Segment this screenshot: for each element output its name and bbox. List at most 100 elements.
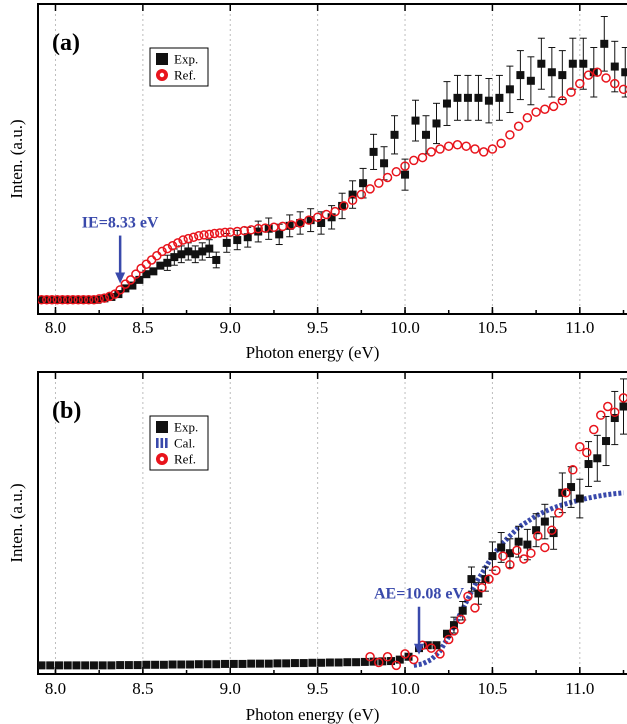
- data-point-exp: [514, 537, 523, 546]
- data-point-ref: [435, 649, 445, 659]
- data-point-ref: [400, 649, 410, 659]
- data-point-exp: [128, 281, 137, 290]
- data-point-exp: [184, 247, 193, 256]
- data-point-ref: [566, 87, 576, 97]
- data-point-ref: [470, 603, 480, 613]
- data-point-ref: [321, 209, 332, 220]
- data-point-ref: [592, 67, 603, 78]
- data-point-exp: [89, 661, 98, 670]
- data-point-exp: [343, 658, 352, 667]
- data-point-exp: [449, 621, 458, 630]
- y-axis-label: Inten. (a.u.): [7, 119, 26, 198]
- data-point-exp: [432, 119, 441, 128]
- x-tick-label: 9.0: [220, 318, 241, 337]
- data-point-exp: [221, 659, 230, 668]
- x-tick-label: 10.0: [390, 318, 420, 337]
- data-point-exp: [463, 93, 472, 102]
- data-point-ref: [463, 591, 473, 602]
- data-point-exp: [549, 529, 558, 538]
- data-point-ref: [513, 121, 524, 132]
- data-point-exp: [205, 244, 214, 253]
- data-point-exp: [233, 236, 242, 245]
- data-point-exp: [133, 661, 142, 670]
- data-point-ref: [533, 531, 543, 541]
- data-point-ref: [575, 442, 585, 452]
- data-point-exp: [81, 661, 90, 670]
- data-point-exp: [369, 147, 378, 156]
- data-point-exp: [602, 437, 611, 446]
- data-point-ref: [557, 95, 568, 106]
- data-point-exp: [264, 659, 273, 668]
- data-point-exp: [212, 255, 221, 264]
- data-point-exp: [359, 179, 368, 188]
- data-point-ref: [449, 626, 459, 636]
- data-point-ref: [487, 144, 498, 154]
- data-point-exp: [308, 658, 317, 667]
- data-point-ref: [618, 84, 627, 95]
- data-point-ref: [277, 221, 288, 232]
- data-point-ref: [89, 295, 99, 305]
- data-point-ref: [554, 508, 564, 518]
- data-point-ref: [47, 295, 57, 305]
- data-point-exp: [54, 661, 63, 670]
- data-point-ref: [73, 295, 83, 305]
- data-point-ref: [220, 227, 230, 238]
- data-point-exp: [273, 659, 282, 668]
- data-point-exp: [619, 402, 627, 411]
- data-point-exp: [72, 661, 81, 670]
- data-point-exp: [282, 659, 291, 668]
- data-point-ref: [610, 407, 620, 418]
- data-point-ref: [232, 226, 242, 237]
- data-point-ref: [491, 565, 501, 576]
- data-point-exp: [296, 218, 305, 227]
- data-marks: [38, 16, 627, 305]
- data-point-exp: [177, 660, 186, 669]
- data-point-ref: [178, 235, 188, 245]
- data-point-ref: [477, 582, 487, 593]
- x-tick-label: 8.0: [45, 318, 66, 337]
- data-point-ref: [131, 269, 141, 279]
- data-point-ref: [400, 161, 410, 171]
- legend-marker-circle-hole: [159, 456, 165, 462]
- legend-marker-dotted: [165, 438, 168, 448]
- data-point-ref: [152, 250, 162, 261]
- data-point-exp: [380, 159, 389, 168]
- data-point-ref: [512, 545, 522, 556]
- data-point-ref: [582, 447, 592, 458]
- data-point-exp: [275, 230, 284, 239]
- x-tick-label: 9.5: [307, 679, 328, 698]
- data-point-ref: [603, 401, 613, 412]
- data-point-ref: [409, 155, 419, 166]
- data-point-ref: [260, 223, 270, 233]
- data-point-exp: [163, 258, 172, 267]
- data-point-ref: [589, 424, 599, 435]
- x-tick-label: 10.5: [478, 679, 508, 698]
- data-point-exp: [432, 641, 441, 650]
- data-point-exp: [177, 250, 186, 259]
- data-point-exp: [411, 116, 420, 125]
- y-axis-label: Inten. (a.u.): [7, 483, 26, 562]
- data-point-exp: [558, 71, 567, 80]
- data-point-ref: [374, 657, 384, 668]
- data-point-exp: [453, 93, 462, 102]
- legend-label: Cal.: [174, 436, 195, 451]
- data-point-exp: [212, 660, 221, 669]
- data-point-exp: [79, 295, 88, 304]
- data-point-exp: [222, 238, 231, 247]
- x-tick-label: 9.5: [307, 318, 328, 337]
- data-point-ref: [253, 223, 263, 234]
- data-point-exp: [338, 201, 347, 210]
- data-point-exp: [610, 62, 619, 71]
- data-point-exp: [575, 494, 584, 503]
- panel-label: (a): [52, 30, 80, 56]
- data-point-ref: [519, 554, 529, 564]
- data-point-ref: [57, 295, 68, 305]
- data-point-exp: [387, 657, 396, 666]
- data-point-exp: [579, 59, 588, 68]
- data-point-ref: [204, 229, 215, 240]
- data-point-ref: [461, 141, 471, 151]
- legend-marker-square: [156, 53, 168, 65]
- data-point-ref: [470, 144, 480, 154]
- legend-marker-dotted: [156, 438, 159, 448]
- legend: Exp.Ref.: [149, 47, 209, 87]
